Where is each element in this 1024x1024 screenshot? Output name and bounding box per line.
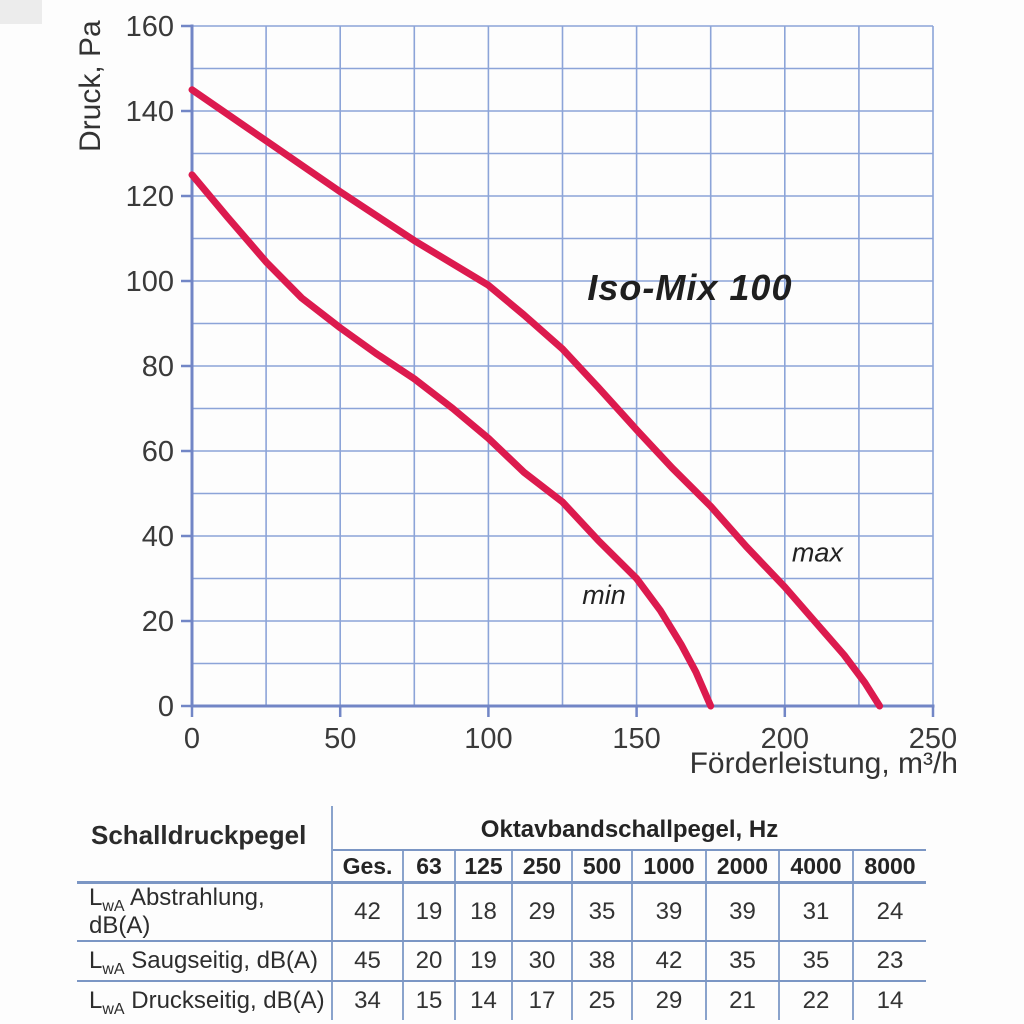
frequency-header-row: Ges. 63 125 250 500 1000 2000 4000 8000 xyxy=(77,850,927,884)
value-cell: 42 xyxy=(331,882,403,942)
value-cell: 38 xyxy=(571,941,632,982)
y-tick-label: 0 xyxy=(158,691,174,723)
y-tick-label: 120 xyxy=(126,181,174,213)
value-cell: 24 xyxy=(851,882,927,942)
value-cell: 29 xyxy=(511,882,572,942)
x-tick-label: 250 xyxy=(909,723,957,755)
chart-title: Iso-Mix 100 xyxy=(587,267,792,308)
x-tick-label: 150 xyxy=(612,723,660,755)
x-tick-label: 100 xyxy=(464,723,512,755)
value-cell: 18 xyxy=(454,882,512,942)
corner-artifact xyxy=(0,0,42,24)
x-tick-label: 50 xyxy=(324,723,356,755)
freq-header-cell: 8000 xyxy=(851,850,927,884)
value-cell: 25 xyxy=(571,981,632,1020)
y-tick-label: 140 xyxy=(126,96,174,128)
value-cell: 19 xyxy=(454,941,512,982)
octave-band-header: Oktavbandschallpegel, Hz xyxy=(332,806,927,851)
y-tick-label: 160 xyxy=(126,11,174,43)
value-cell: 14 xyxy=(454,981,512,1020)
x-axis-label: Förderleistung, m³/h xyxy=(690,747,958,780)
grid-lines xyxy=(191,25,934,707)
value-cell: 20 xyxy=(402,941,455,982)
freq-header-cell: 250 xyxy=(511,850,572,884)
table-row: LwA Abstrahlung, dB(A) 42 19 18 29 35 39 39 31 24 xyxy=(77,882,927,942)
table-row: LwA Saugseitig, dB(A) 45 20 19 30 38 42 35 35 23 xyxy=(77,941,927,982)
x-tick-label: 0 xyxy=(184,723,200,755)
curve-max xyxy=(188,86,884,710)
value-cell: 45 xyxy=(331,941,403,982)
annotation-min: min xyxy=(582,580,626,610)
value-cell: 17 xyxy=(511,981,572,1020)
tick-labels: 0 20 40 60 80 100 120 140 160 0 50 100 150 200 250 xyxy=(126,11,958,755)
freq-header-cell: Ges. xyxy=(331,850,403,884)
row-label-cell: LwA Saugseitig, dB(A) xyxy=(77,941,332,982)
y-tick-label: 40 xyxy=(142,521,174,553)
freq-header-cell: 2000 xyxy=(705,850,779,884)
value-cell: 14 xyxy=(851,981,927,1020)
value-cell: 29 xyxy=(631,981,706,1020)
freq-header-cell: 4000 xyxy=(778,850,853,884)
table-row: LwA Druckseitig, dB(A) 34 15 14 17 25 29 21 22 14 xyxy=(77,981,927,1020)
row-label-cell: LwA Druckseitig, dB(A) xyxy=(89,987,325,1018)
row-label-cell: LwA Abstrahlung, dB(A) xyxy=(77,882,332,942)
value-cell: 23 xyxy=(851,941,927,982)
freq-header-cell: 63 xyxy=(402,850,455,884)
value-cell: 35 xyxy=(571,882,632,942)
y-tick-label: 80 xyxy=(142,351,174,383)
value-cell: 30 xyxy=(511,941,572,982)
value-cell: 39 xyxy=(631,882,706,942)
sound-table-section: Schalldruckpegel Oktavbandschallpegel, H… xyxy=(77,806,927,1020)
value-cell: 39 xyxy=(705,882,779,942)
value-cell: 34 xyxy=(331,981,403,1020)
y-axis-label: Druck, Pa xyxy=(74,20,107,152)
value-cell: 35 xyxy=(778,941,853,982)
curve-min xyxy=(188,171,715,710)
value-cell: 21 xyxy=(705,981,779,1020)
value-cell: 22 xyxy=(778,981,853,1020)
annotation-max: max xyxy=(792,538,845,568)
y-tick-label: 100 xyxy=(126,266,174,298)
x-tick-label: 200 xyxy=(761,723,809,755)
table-corner-header: Schalldruckpegel xyxy=(77,806,333,884)
sound-level-table: Schalldruckpegel Oktavbandschallpegel, H… xyxy=(77,806,927,1020)
freq-header-cell: 125 xyxy=(454,850,512,884)
y-tick-label: 60 xyxy=(142,436,174,468)
sound-table-body: LwA Abstrahlung, dB(A) 42 19 18 29 35 39 39 31 24… xyxy=(77,882,927,1020)
fan-performance-chart: 0 20 40 60 80 100 120 140 160 0 50 100 150 200 250 Druc… xyxy=(74,11,958,780)
y-tick-label: 20 xyxy=(142,606,174,638)
value-cell: 42 xyxy=(631,941,706,982)
freq-header-cell: 500 xyxy=(571,850,632,884)
tick-marks xyxy=(181,24,935,717)
value-cell: 19 xyxy=(402,882,455,942)
value-cell: 31 xyxy=(778,882,853,942)
value-cell: 15 xyxy=(402,981,455,1020)
value-cell: 35 xyxy=(705,941,779,982)
freq-header-cell: 1000 xyxy=(631,850,706,884)
